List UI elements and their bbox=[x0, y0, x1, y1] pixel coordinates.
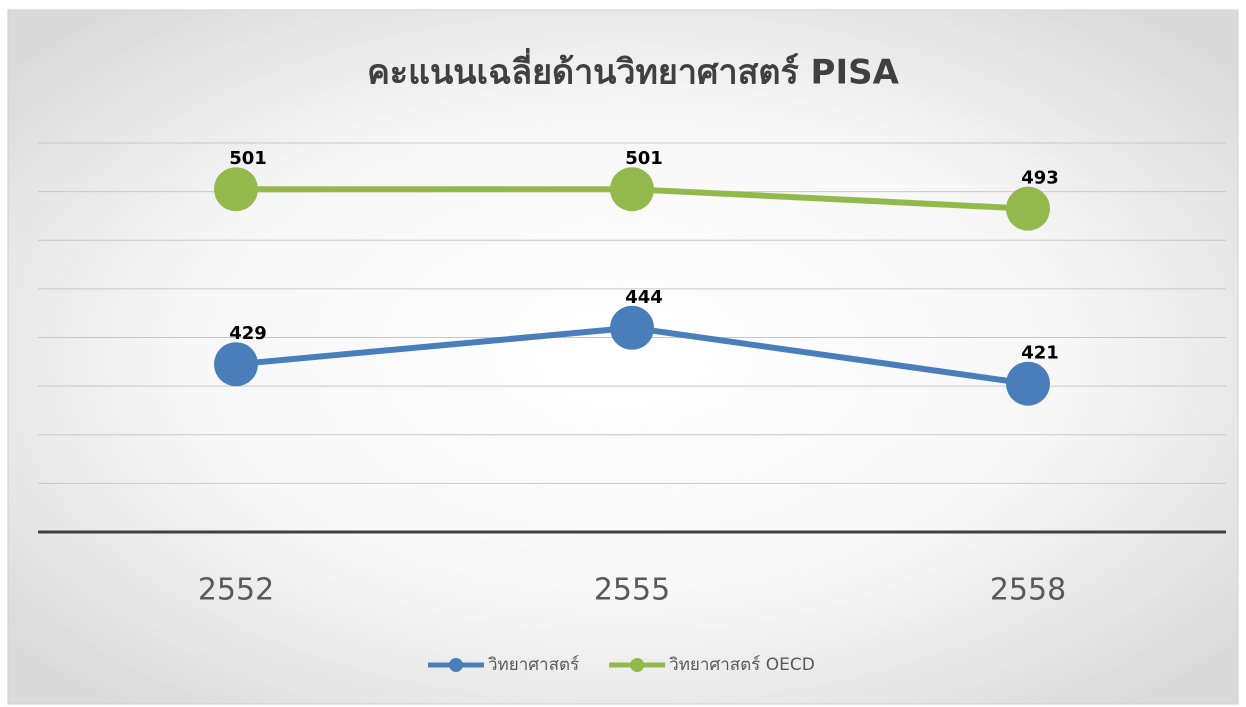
data-point bbox=[1006, 186, 1050, 231]
data-point bbox=[214, 342, 258, 387]
legend-marker bbox=[630, 658, 645, 672]
legend-marker bbox=[449, 658, 463, 672]
data-point bbox=[1006, 361, 1050, 406]
legend-label: วิทยาศาสตร์ OECD bbox=[669, 655, 815, 675]
data-label: 444 bbox=[625, 287, 663, 308]
chart-background bbox=[7, 9, 1239, 705]
data-label: 493 bbox=[1021, 168, 1059, 189]
x-tick-label: 2558 bbox=[990, 573, 1066, 608]
chart-title: คะแนนเฉลี่ยด้านวิทยาศาสตร์ PISA bbox=[367, 48, 900, 93]
data-label: 429 bbox=[229, 323, 267, 344]
data-label: 421 bbox=[1021, 343, 1059, 364]
data-point bbox=[214, 167, 258, 212]
x-tick-label: 2552 bbox=[198, 573, 274, 608]
data-label: 501 bbox=[625, 148, 663, 169]
data-point bbox=[610, 167, 654, 212]
data-point bbox=[610, 305, 654, 350]
legend-label: วิทยาศาสตร์ bbox=[488, 655, 580, 675]
x-tick-label: 2555 bbox=[594, 573, 670, 608]
data-label: 501 bbox=[229, 148, 267, 169]
